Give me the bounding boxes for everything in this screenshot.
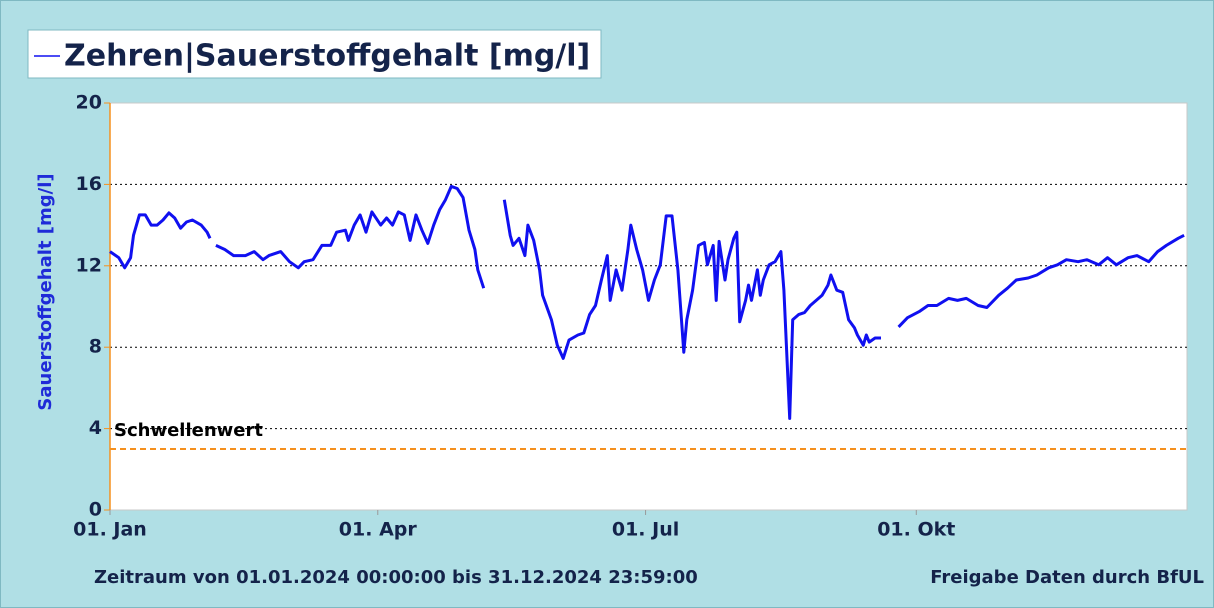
y-tick-label: 16 bbox=[76, 173, 102, 195]
plot-area bbox=[109, 102, 1188, 511]
x-tick-label: 01. Apr bbox=[339, 519, 418, 541]
legend-box bbox=[27, 29, 602, 79]
legend-label: Zehren|Sauerstoffgehalt [mg/l] bbox=[64, 39, 590, 74]
y-tick-label: 0 bbox=[89, 499, 102, 521]
x-tick-label: 01. Okt bbox=[877, 519, 955, 541]
x-tick-label: 01. Jul bbox=[612, 519, 679, 541]
threshold-label: Schwellenwert bbox=[114, 420, 263, 441]
y-tick-label: 4 bbox=[89, 417, 102, 439]
footer-right: Freigabe Daten durch BfUL bbox=[930, 567, 1204, 588]
x-tick-label: 01. Jan bbox=[73, 519, 147, 541]
y-tick-label: 20 bbox=[76, 92, 102, 114]
y-tick-label: 12 bbox=[76, 254, 102, 276]
footer-left: Zeitraum von 01.01.2024 00:00:00 bis 31.… bbox=[94, 567, 698, 588]
y-tick-label: 8 bbox=[89, 336, 102, 358]
data-line bbox=[109, 184, 1185, 420]
y-axis-label: Sauerstoffgehalt [mg/l] bbox=[35, 173, 56, 410]
